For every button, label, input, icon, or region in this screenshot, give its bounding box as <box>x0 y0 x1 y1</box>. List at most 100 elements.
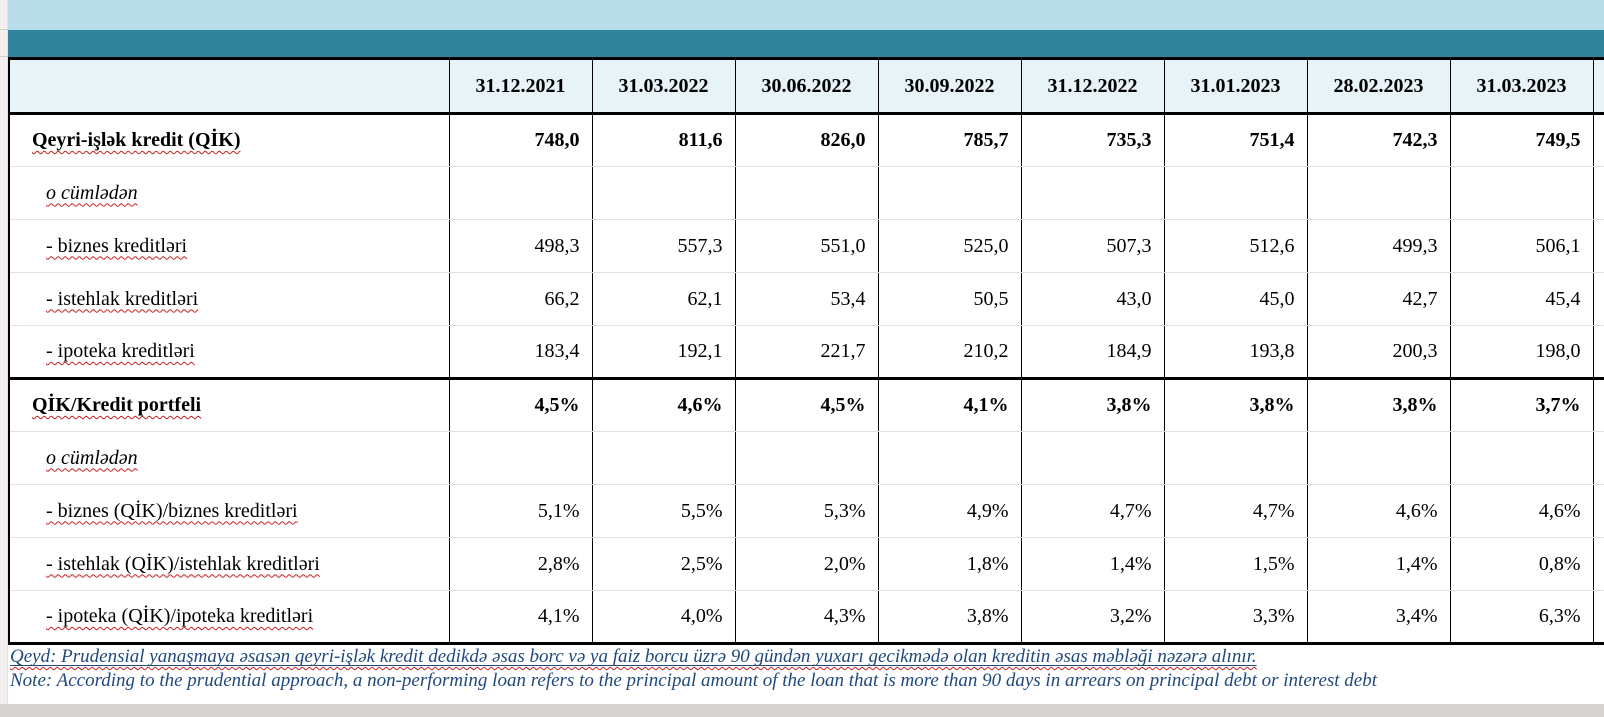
value-cell[interactable]: 3,8% <box>1163 377 1307 432</box>
value-cell[interactable]: 2,0% <box>734 537 878 591</box>
value-cell[interactable]: 4,7% <box>1163 484 1307 538</box>
value-cell[interactable]: 3,7% <box>1449 377 1593 432</box>
value-cell[interactable] <box>591 431 735 485</box>
value-cell[interactable]: 4,5% <box>734 377 878 432</box>
value-cell[interactable]: 748,0 <box>448 113 592 167</box>
value-cell[interactable]: 50,5 <box>877 272 1021 326</box>
row-label-cell[interactable]: Qeyri-işlək kredit (QİK) <box>9 113 449 167</box>
value-cell[interactable]: 4,6% <box>591 377 735 432</box>
value-cell[interactable]: 3,4% <box>1306 590 1450 644</box>
value-cell[interactable]: 5,1% <box>448 484 592 538</box>
value-cell[interactable]: 499,3 <box>1306 219 1450 273</box>
value-cell[interactable]: 184,9 <box>1020 325 1164 379</box>
value-cell[interactable]: 557,3 <box>591 219 735 273</box>
value-cell[interactable]: 221,7 <box>734 325 878 379</box>
value-cell[interactable]: 749,5 <box>1449 113 1593 167</box>
value-cell[interactable]: 45,0 <box>1163 272 1307 326</box>
row-label-cell[interactable]: o cümlədən <box>9 431 449 485</box>
row-label-cell[interactable]: - biznes (QİK)/biznes kreditləri <box>9 484 449 538</box>
column-header-date[interactable]: 31.03.2022 <box>591 58 735 115</box>
value-cell[interactable]: 42,7 <box>1306 272 1450 326</box>
value-cell[interactable]: 45,4 <box>1449 272 1593 326</box>
value-cell[interactable] <box>1163 166 1307 220</box>
value-cell[interactable]: 4,3% <box>734 590 878 644</box>
value-cell[interactable]: 4,1% <box>877 377 1021 432</box>
value-cell[interactable]: 5,3% <box>734 484 878 538</box>
row-label-cell[interactable]: - ipoteka (QİK)/ipoteka kreditləri <box>9 590 449 644</box>
row-label-cell[interactable]: o cümlədən <box>9 166 449 220</box>
value-cell[interactable] <box>877 431 1021 485</box>
value-cell[interactable]: 3,2% <box>1020 590 1164 644</box>
value-cell[interactable] <box>1449 431 1593 485</box>
column-header-date[interactable]: 28.02.2023 <box>1306 58 1450 115</box>
row-label-cell[interactable]: - ipoteka kreditləri <box>9 325 449 379</box>
value-cell[interactable] <box>1163 431 1307 485</box>
value-cell[interactable]: 192,1 <box>591 325 735 379</box>
corner-cell[interactable] <box>9 58 449 115</box>
row-label-cell[interactable]: - biznes kreditləri <box>9 219 449 273</box>
value-cell[interactable]: 3,8% <box>877 590 1021 644</box>
value-cell[interactable] <box>448 166 592 220</box>
value-cell[interactable] <box>448 431 592 485</box>
value-cell[interactable] <box>591 166 735 220</box>
value-cell[interactable]: 210,2 <box>877 325 1021 379</box>
value-cell[interactable]: 4,1% <box>448 590 592 644</box>
row-label-cell[interactable]: - istehlak kreditləri <box>9 272 449 326</box>
value-cell[interactable]: 3,8% <box>1306 377 1450 432</box>
value-cell[interactable]: 3,8% <box>1020 377 1164 432</box>
value-cell[interactable]: 525,0 <box>877 219 1021 273</box>
column-header-date[interactable]: 31.03.2023 <box>1449 58 1593 115</box>
value-cell[interactable]: 2,5% <box>591 537 735 591</box>
value-cell[interactable]: 200,3 <box>1306 325 1450 379</box>
column-header-date[interactable]: 30.06.2022 <box>734 58 878 115</box>
value-cell[interactable] <box>734 166 878 220</box>
value-cell[interactable]: 62,1 <box>591 272 735 326</box>
column-header-date[interactable]: 31.12.2022 <box>1020 58 1164 115</box>
value-cell[interactable]: 507,3 <box>1020 219 1164 273</box>
value-cell[interactable]: 2,8% <box>448 537 592 591</box>
value-cell[interactable]: 751,4 <box>1163 113 1307 167</box>
value-cell[interactable]: 742,3 <box>1306 113 1450 167</box>
value-cell[interactable]: 4,9% <box>877 484 1021 538</box>
value-cell[interactable]: 785,7 <box>877 113 1021 167</box>
value-cell[interactable]: 551,0 <box>734 219 878 273</box>
value-cell[interactable]: 4,5% <box>448 377 592 432</box>
value-cell[interactable]: 5,5% <box>591 484 735 538</box>
value-cell[interactable]: 1,4% <box>1020 537 1164 591</box>
value-cell[interactable]: 1,5% <box>1163 537 1307 591</box>
value-cell[interactable] <box>734 431 878 485</box>
value-cell[interactable] <box>1306 166 1450 220</box>
value-cell[interactable]: 735,3 <box>1020 113 1164 167</box>
column-header-date[interactable]: 30.09.2022 <box>877 58 1021 115</box>
value-cell[interactable]: 6,3% <box>1449 590 1593 644</box>
value-cell[interactable]: 43,0 <box>1020 272 1164 326</box>
value-cell[interactable]: 4,6% <box>1449 484 1593 538</box>
row-label-cell[interactable]: - istehlak (QİK)/istehlak kreditləri <box>9 537 449 591</box>
footnote-azerbaijani-text: Qeyd: Prudensial yanaşmaya əsasən qeyri-… <box>10 646 1257 667</box>
value-cell[interactable] <box>1449 166 1593 220</box>
value-cell[interactable]: 0,8% <box>1449 537 1593 591</box>
value-cell[interactable] <box>877 166 1021 220</box>
value-cell[interactable]: 811,6 <box>591 113 735 167</box>
value-cell[interactable]: 66,2 <box>448 272 592 326</box>
value-cell[interactable]: 498,3 <box>448 219 592 273</box>
value-cell[interactable] <box>1020 431 1164 485</box>
column-header-date[interactable]: 31.12.2021 <box>448 58 592 115</box>
value-cell[interactable]: 183,4 <box>448 325 592 379</box>
value-cell[interactable]: 4,7% <box>1020 484 1164 538</box>
value-cell[interactable]: 198,0 <box>1449 325 1593 379</box>
value-cell[interactable]: 1,4% <box>1306 537 1450 591</box>
value-cell[interactable]: 3,3% <box>1163 590 1307 644</box>
value-cell[interactable] <box>1020 166 1164 220</box>
value-cell[interactable] <box>1306 431 1450 485</box>
value-cell[interactable]: 53,4 <box>734 272 878 326</box>
value-cell[interactable]: 506,1 <box>1449 219 1593 273</box>
value-cell[interactable]: 512,6 <box>1163 219 1307 273</box>
value-cell[interactable]: 193,8 <box>1163 325 1307 379</box>
value-cell[interactable]: 4,0% <box>591 590 735 644</box>
value-cell[interactable]: 826,0 <box>734 113 878 167</box>
value-cell[interactable]: 1,8% <box>877 537 1021 591</box>
value-cell[interactable]: 4,6% <box>1306 484 1450 538</box>
row-label-cell[interactable]: QİK/Kredit portfeli <box>9 377 449 432</box>
column-header-date[interactable]: 31.01.2023 <box>1163 58 1307 115</box>
